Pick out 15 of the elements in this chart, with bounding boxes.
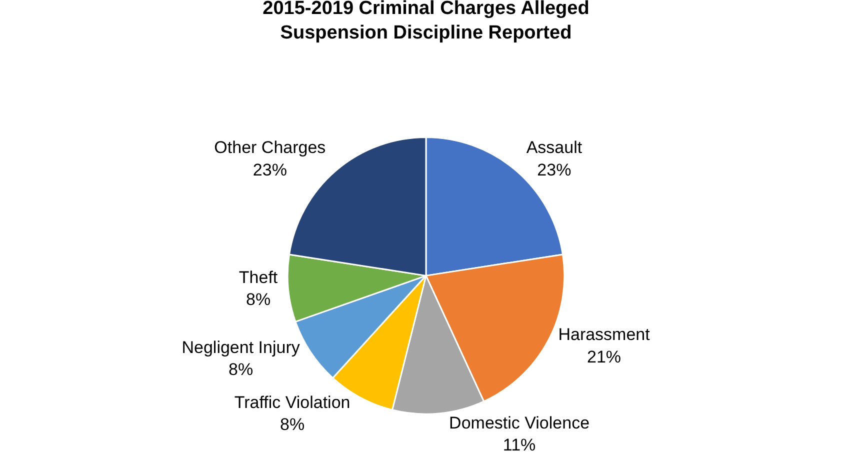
chart-title: 2015-2019 Criminal Charges Alleged Suspension Discipline Reported (262, 0, 590, 44)
data-label: 8% (246, 290, 271, 310)
slice-label: Negligent Injury (182, 338, 300, 357)
slice-label: Other Charges (214, 138, 326, 158)
slice-label: Harassment (558, 325, 650, 344)
data-label: 23% (252, 160, 287, 180)
slice-label: Theft (238, 268, 278, 288)
slice-label: Domestic Violence (449, 413, 590, 432)
data-label: 8% (280, 415, 305, 434)
data-label: 21% (587, 347, 622, 366)
data-label: 11% (502, 435, 536, 454)
data-label: 23% (537, 160, 572, 180)
slice-label: Traffic Violation (234, 393, 350, 412)
data-label: 8% (228, 360, 254, 379)
slice-label: Assault (526, 138, 582, 158)
